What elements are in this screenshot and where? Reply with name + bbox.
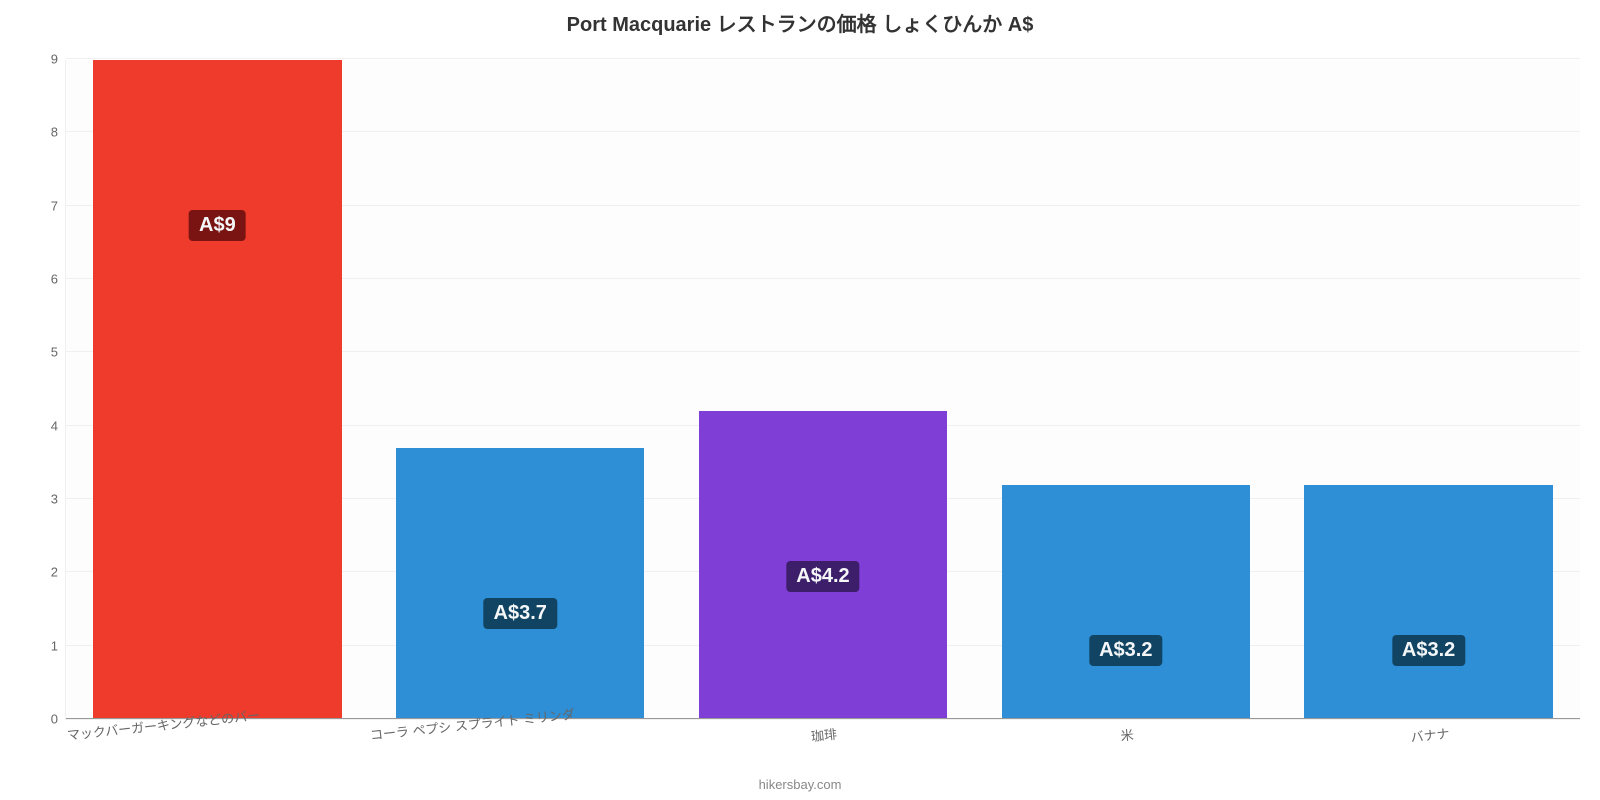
bars-container: A$9 A$3.7 A$4.2 A$3.2 A$3.2	[66, 60, 1580, 719]
y-tick-label: 8	[51, 125, 58, 140]
x-tick-label: 珈琲	[810, 724, 838, 746]
y-tick-label: 0	[51, 712, 58, 727]
bar-slot: A$9	[66, 60, 369, 719]
bar-value-label: A$3.2	[1392, 635, 1465, 666]
bar-value-label: A$3.2	[1089, 635, 1162, 666]
bar-slot: A$4.2	[672, 60, 975, 719]
bar: A$4.2	[699, 411, 947, 719]
y-tick-label: 1	[51, 638, 58, 653]
axis-baseline	[66, 718, 1580, 719]
bar: A$9	[93, 60, 341, 719]
bar-value-label: A$9	[189, 210, 246, 241]
x-tick-label: 米	[1119, 724, 1134, 744]
chart-title: Port Macquarie レストランの価格 しょくひんか A$	[0, 8, 1600, 37]
bar-slot: A$3.2	[974, 60, 1277, 719]
plot-area: 0123456789 A$9A$3.7A$4.2A$3.2A$3.2 マックバー…	[65, 60, 1580, 720]
bar-value-label: A$3.7	[484, 598, 557, 629]
y-tick-label: 7	[51, 198, 58, 213]
x-tick-label: バナナ	[1409, 723, 1450, 746]
y-tick-label: 3	[51, 492, 58, 507]
y-tick-label: 9	[51, 52, 58, 67]
y-tick-label: 6	[51, 272, 58, 287]
bar: A$3.2	[1304, 485, 1552, 719]
attribution-text: hikersbay.com	[0, 777, 1600, 792]
bar-slot: A$3.7	[369, 60, 672, 719]
bar-value-label: A$4.2	[786, 561, 859, 592]
gridline	[66, 58, 1580, 59]
price-bar-chart: Port Macquarie レストランの価格 しょくひんか A$ 0 1 2 3 4 5…	[0, 0, 1600, 800]
y-tick-label: 5	[51, 345, 58, 360]
bar: A$3.2	[1002, 485, 1250, 719]
y-tick-label: 2	[51, 565, 58, 580]
bar-slot: A$3.2	[1277, 60, 1580, 719]
bar: A$3.7	[396, 448, 644, 719]
y-tick-label: 4	[51, 418, 58, 433]
